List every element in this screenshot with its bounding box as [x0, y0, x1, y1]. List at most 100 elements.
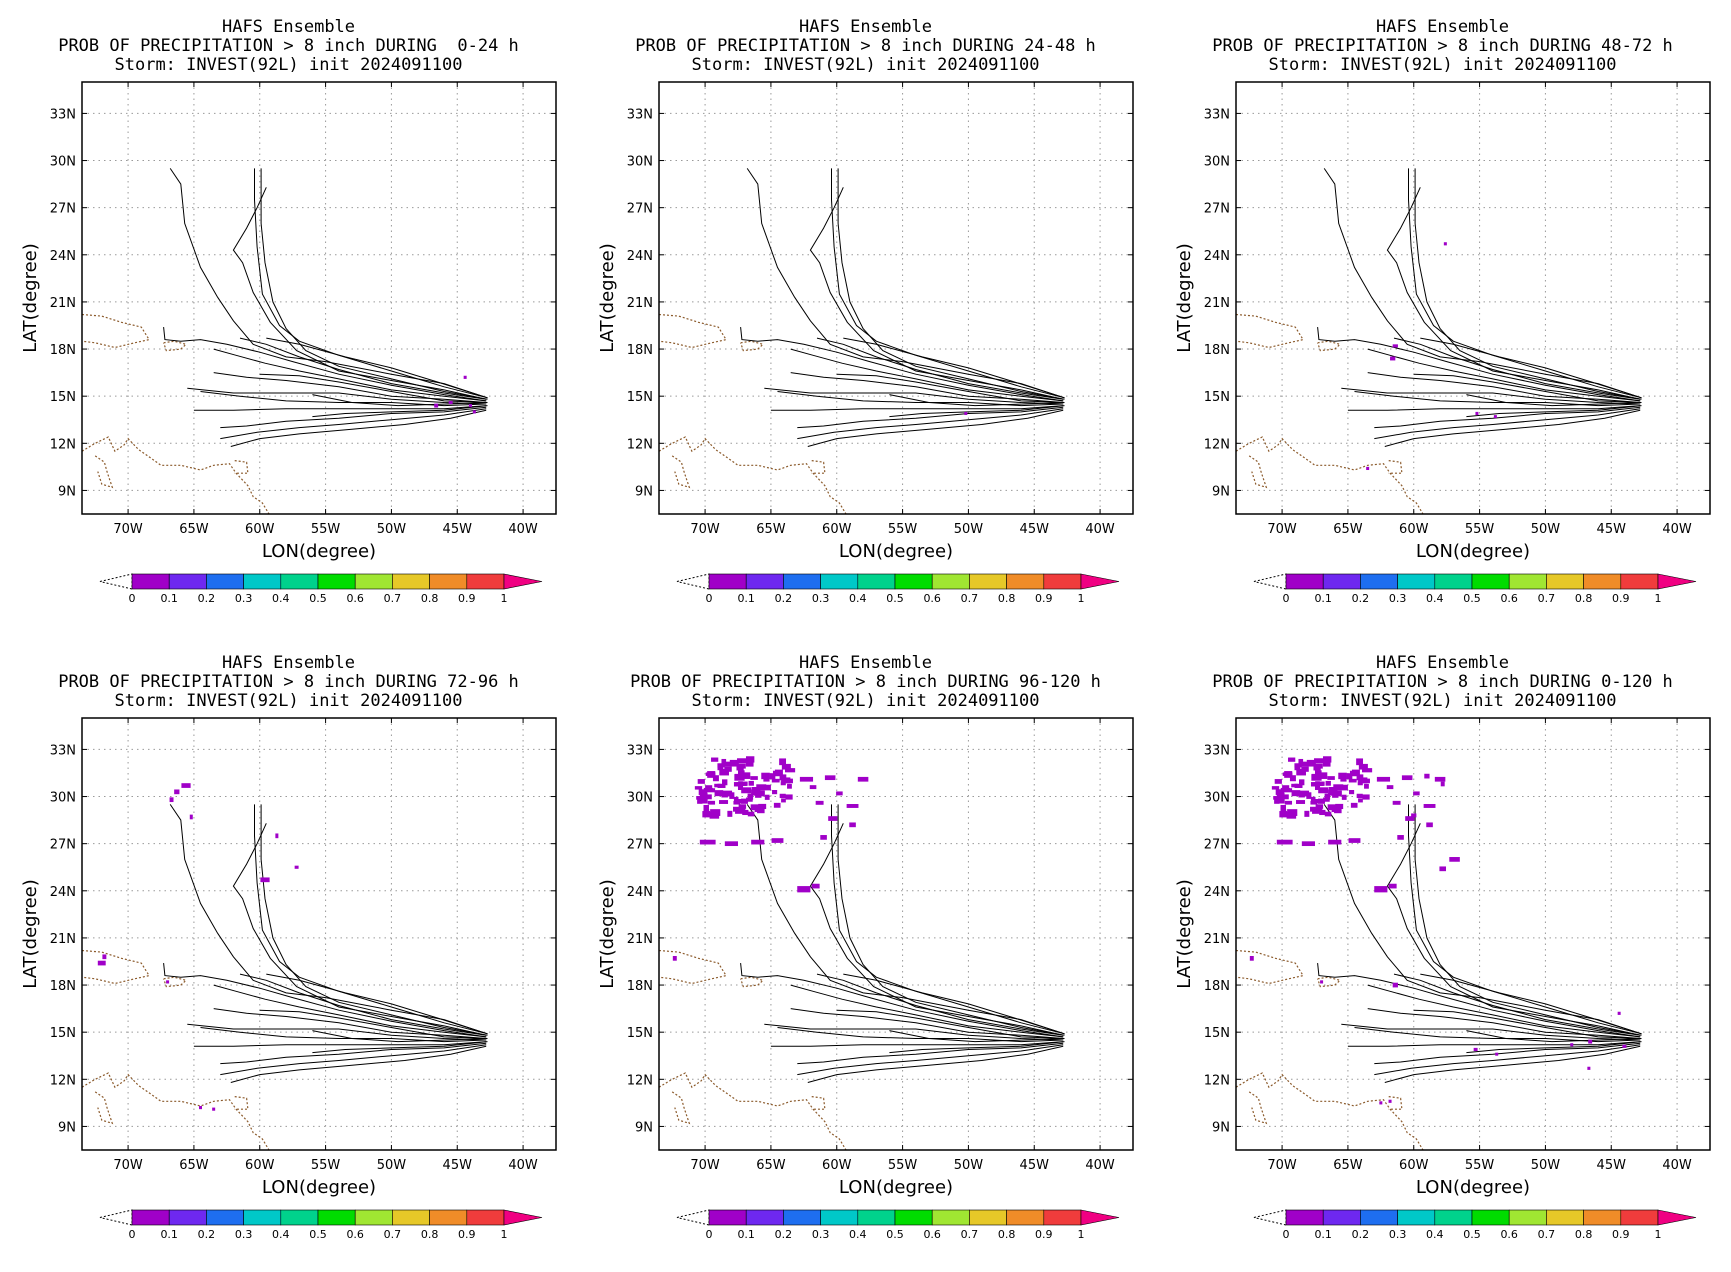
coastline: [811, 460, 826, 474]
panel-model-title: HAFS Ensemble: [1375, 653, 1510, 673]
panel-96-120h: HAFS Ensemble PROB OF PRECIPITATION > 8 …: [577, 636, 1154, 1272]
precip-cell: [712, 775, 719, 782]
ensemble-track: [1408, 168, 1642, 399]
colorbar-tick-label: 0.9: [1035, 592, 1053, 605]
precip-cell: [779, 774, 787, 781]
precip-cell: [1318, 772, 1328, 779]
colorbar-tick-label: 0.5: [309, 592, 327, 605]
lon-tick-label: 45W: [443, 1158, 473, 1173]
coastline: [659, 949, 728, 985]
precip-cell: [1379, 1101, 1383, 1105]
precip-cell: [797, 886, 811, 893]
colorbar-tick-label: 0.6: [1500, 1228, 1518, 1241]
colorbar-tick-label: 1: [501, 1228, 508, 1241]
precip-cell: [1322, 756, 1332, 763]
lat-tick-label: 27N: [1204, 202, 1230, 217]
colorbar-segment: [317, 1209, 356, 1226]
ensemble-track: [1384, 1045, 1641, 1083]
ensemble-track: [260, 804, 488, 1036]
precip-cell: [468, 404, 472, 408]
ensemble-track: [836, 373, 1065, 403]
ensemble-track: [770, 405, 1064, 411]
precip-cell: [1341, 784, 1348, 791]
precip-cell: [773, 802, 781, 808]
precip-cell: [746, 797, 753, 802]
panel-model-title: HAFS Ensemble: [798, 17, 933, 37]
ensemble-track: [1414, 804, 1642, 1036]
precip-cell: [1390, 356, 1396, 361]
precip-cell: [696, 796, 705, 800]
colorbar: 0 0.1 0.2 0.3 0.4 0.5 0.6 0.7 0.8 0.9 1: [676, 1209, 1120, 1241]
ensemble-track: [790, 1008, 1064, 1039]
colorbar-tick-label: 0.1: [1314, 592, 1332, 605]
panel-period-title: PROB OF PRECIPITATION > 8 inch DURING 24…: [635, 36, 1096, 56]
precip-cell: [1424, 773, 1430, 779]
ensemble-track: [797, 1042, 1064, 1065]
precip-cell: [828, 816, 838, 821]
lat-tick-label: 12N: [50, 437, 76, 452]
lat-tick-label: 33N: [50, 107, 76, 122]
precip-cell: [1386, 785, 1394, 790]
colorbar-tick-label: 0.5: [886, 592, 904, 605]
colorbar-segment: [1471, 573, 1510, 590]
colorbar-segment: [392, 1209, 430, 1226]
precip-cell: [1439, 866, 1447, 872]
ensemble-track: [266, 973, 488, 1035]
precip-cell: [102, 954, 107, 960]
precip-cell: [737, 758, 747, 764]
precip-cell: [1312, 808, 1323, 814]
precip-cell: [1284, 800, 1293, 805]
precip-cell: [724, 766, 732, 772]
colorbar-tick-label: 0.8: [421, 592, 439, 605]
ensemble-track: [1354, 391, 1641, 407]
lat-tick-label: 24N: [1204, 249, 1230, 264]
precip-cell: [846, 804, 859, 808]
colorbar-tick-label: 0.8: [1575, 1228, 1593, 1241]
colorbar-tick-label: 0.6: [346, 592, 364, 605]
ensemble-track: [220, 406, 487, 429]
colorbar-over-triangle: [1657, 1209, 1697, 1226]
ensemble-track: [790, 372, 1064, 403]
ensemble-track: [1386, 823, 1641, 1036]
lat-tick-label: 24N: [627, 885, 653, 900]
colorbar-segment: [1360, 573, 1398, 590]
ensemble-track: [797, 408, 1064, 440]
colorbar-tick-label: 0.1: [160, 592, 178, 605]
colorbar-tick-label: 0.7: [961, 592, 979, 605]
precip-cell: [1348, 838, 1361, 843]
colorbar-segment: [931, 573, 970, 590]
precip-cell: [1311, 773, 1321, 778]
precip-cell: [706, 794, 712, 800]
colorbar-segment: [131, 573, 170, 590]
colorbar-over-triangle: [1080, 573, 1120, 590]
precip-cell: [1323, 797, 1330, 802]
lon-tick-label: 45W: [1020, 1158, 1050, 1173]
ensemble-track: [816, 337, 1064, 400]
x-axis-label: LON(degree): [839, 541, 953, 562]
ensemble-track: [1420, 973, 1642, 1035]
ensemble-track: [1323, 804, 1642, 1035]
lon-tick-label: 40W: [508, 1158, 538, 1173]
precip-cell: [1280, 804, 1286, 810]
x-axis-label: LON(degree): [1416, 541, 1530, 562]
precip-cell: [781, 763, 791, 770]
precip-cell: [1296, 800, 1306, 804]
precip-cell: [1340, 776, 1347, 782]
precip-cell: [1249, 955, 1254, 961]
precip-cell: [166, 980, 170, 984]
lat-tick-label: 9N: [58, 1120, 76, 1135]
ensemble-track: [312, 1030, 488, 1043]
ensemble-track: [193, 1041, 487, 1047]
lon-tick-label: 45W: [1020, 522, 1050, 537]
precip-cell: [729, 759, 739, 767]
ensemble-track: [254, 804, 488, 1035]
coastline: [740, 340, 765, 352]
ensemble-track: [220, 408, 487, 440]
precip-cell: [714, 783, 721, 788]
colorbar-segment: [206, 1209, 244, 1226]
precip-cell: [717, 783, 726, 788]
precip-cell: [1330, 787, 1338, 795]
colorbar-segment: [354, 1209, 393, 1226]
lat-tick-label: 24N: [1204, 885, 1230, 900]
map-content: [82, 168, 488, 514]
